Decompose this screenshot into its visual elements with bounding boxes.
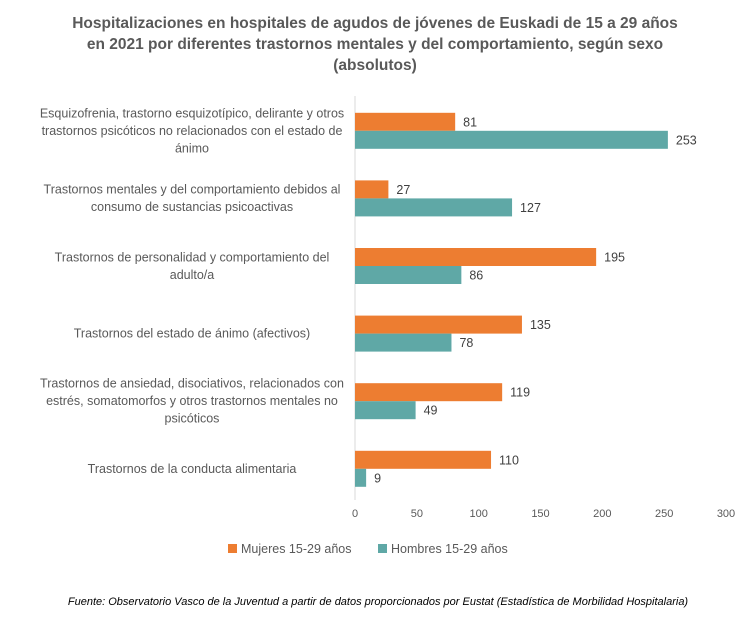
category-label: estrés, somatomorfos y otros trastornos …: [46, 394, 338, 408]
x-tick-label: 150: [531, 508, 549, 520]
bar-mujeres: [355, 450, 492, 469]
legend-label: Mujeres 15-29 años: [241, 542, 351, 556]
chart-title-line: en 2021 por diferentes trastornos mental…: [87, 36, 663, 53]
data-label: 49: [424, 404, 438, 418]
x-tick-label: 100: [469, 508, 487, 520]
bar-mujeres: [355, 180, 389, 199]
x-tick-label: 200: [593, 508, 611, 520]
bar-hombres: [355, 266, 462, 284]
category-label: adulto/a: [170, 268, 215, 282]
chart-title-line: (absolutos): [333, 57, 417, 74]
data-label: 9: [374, 471, 381, 485]
x-tick-label: 300: [717, 508, 735, 520]
x-tick-label: 250: [655, 508, 673, 520]
category-label: Trastornos del estado de ánimo (afectivo…: [74, 327, 310, 341]
data-label: 195: [604, 251, 625, 265]
data-label: 81: [463, 115, 477, 129]
bar-hombres: [355, 333, 452, 352]
source-note: Fuente: Observatorio Vasco de la Juventu…: [68, 596, 689, 608]
x-tick-label: 50: [411, 508, 423, 520]
data-label: 78: [459, 336, 473, 350]
chart-title-line: Hospitalizaciones en hospitales de agudo…: [72, 15, 678, 32]
category-label: psicóticos: [165, 412, 220, 426]
category-label: Trastornos mentales y del comportamiento…: [44, 183, 341, 197]
data-label: 135: [530, 318, 551, 332]
bar-hombres: [355, 130, 668, 149]
category-label: ánimo: [175, 141, 209, 155]
bar-mujeres: [355, 383, 503, 402]
data-label: 86: [469, 269, 483, 283]
legend-swatch: [378, 544, 387, 553]
legend-label: Hombres 15-29 años: [391, 542, 508, 556]
bar-hombres: [355, 401, 416, 420]
category-label: Trastornos de personalidad y comportamie…: [55, 250, 330, 264]
data-label: 110: [499, 453, 519, 467]
category-label: trastornos psicóticos no relacionados co…: [42, 124, 343, 138]
data-label: 127: [520, 201, 541, 215]
bar-mujeres: [355, 112, 456, 131]
data-label: 119: [510, 386, 530, 400]
category-label: Trastornos de ansiedad, disociativos, re…: [40, 377, 344, 391]
bar-mujeres: [355, 248, 597, 266]
legend-swatch: [228, 544, 237, 553]
bar-hombres: [355, 198, 513, 217]
category-label: Trastornos de la conducta alimentaria: [88, 462, 297, 476]
x-tick-label: 0: [352, 508, 358, 520]
bar-mujeres: [355, 315, 522, 334]
data-label: 27: [396, 183, 410, 197]
data-label: 253: [676, 133, 697, 147]
category-label: consumo de sustancias psicoactivas: [91, 200, 293, 214]
category-label: Esquizofrenia, trastorno esquizotípico, …: [40, 106, 344, 120]
bar-hombres: [355, 468, 367, 487]
